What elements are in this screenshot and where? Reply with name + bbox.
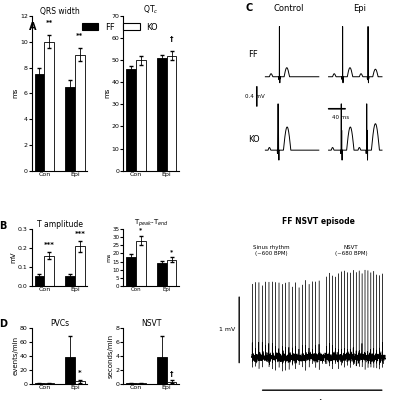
Text: 0.4 mV: 0.4 mV [245,94,265,99]
Bar [126,257,136,286]
Text: *: * [170,249,173,254]
Y-axis label: mV: mV [10,252,16,263]
Text: Epi: Epi [353,4,366,13]
Text: B: B [0,221,6,231]
Text: ***: *** [74,231,86,237]
Bar [65,87,75,171]
Text: 1 mV: 1 mV [219,327,236,332]
Bar [157,263,166,286]
Text: †: † [170,36,173,42]
Bar [65,276,75,286]
Bar [157,356,166,384]
Text: Control: Control [274,4,304,13]
Bar [44,42,54,171]
Text: KO: KO [248,135,260,144]
Text: *: * [78,370,82,376]
Bar [126,383,136,384]
Text: Sinus rhythm
(~600 BPM): Sinus rhythm (~600 BPM) [253,245,290,256]
Bar [166,382,176,384]
Text: 40 ms: 40 ms [332,115,350,120]
Legend: FF, KO: FF, KO [82,22,158,32]
Bar [136,60,146,171]
Text: FF: FF [248,50,258,59]
Bar [157,58,166,171]
Title: PVCs: PVCs [50,319,69,328]
Bar [166,56,176,171]
Text: *: * [139,228,142,232]
Title: QT$_c$: QT$_c$ [144,4,159,16]
Y-axis label: seconds/min: seconds/min [108,334,114,378]
Bar [34,383,44,384]
Bar [136,241,146,286]
Title: NSVT: NSVT [141,319,162,328]
Bar [126,69,136,171]
Bar [34,74,44,171]
Title: QRS width: QRS width [40,7,80,16]
Y-axis label: ms: ms [106,253,111,262]
Y-axis label: events/min: events/min [12,336,18,376]
Bar [65,356,75,384]
Bar [75,55,85,171]
Text: †: † [170,371,173,377]
Title: T amplitude: T amplitude [37,220,83,229]
Bar [44,383,54,384]
Text: **: ** [76,33,84,39]
Bar [136,383,146,384]
Bar [75,381,85,384]
Text: ***: *** [44,242,55,248]
Title: T$_{peak}$-T$_{end}$: T$_{peak}$-T$_{end}$ [134,218,168,229]
Text: D: D [0,319,7,329]
Bar [166,260,176,286]
Bar [34,276,44,286]
Text: NSVT
(~680 BPM): NSVT (~680 BPM) [334,245,367,256]
Text: C: C [245,3,252,13]
Text: A: A [28,22,36,32]
Y-axis label: ms: ms [12,88,18,98]
Text: FF NSVT episode: FF NSVT episode [282,217,355,226]
Bar [44,256,54,286]
Text: **: ** [46,20,53,26]
Y-axis label: ms: ms [104,88,110,98]
Bar [75,246,85,286]
